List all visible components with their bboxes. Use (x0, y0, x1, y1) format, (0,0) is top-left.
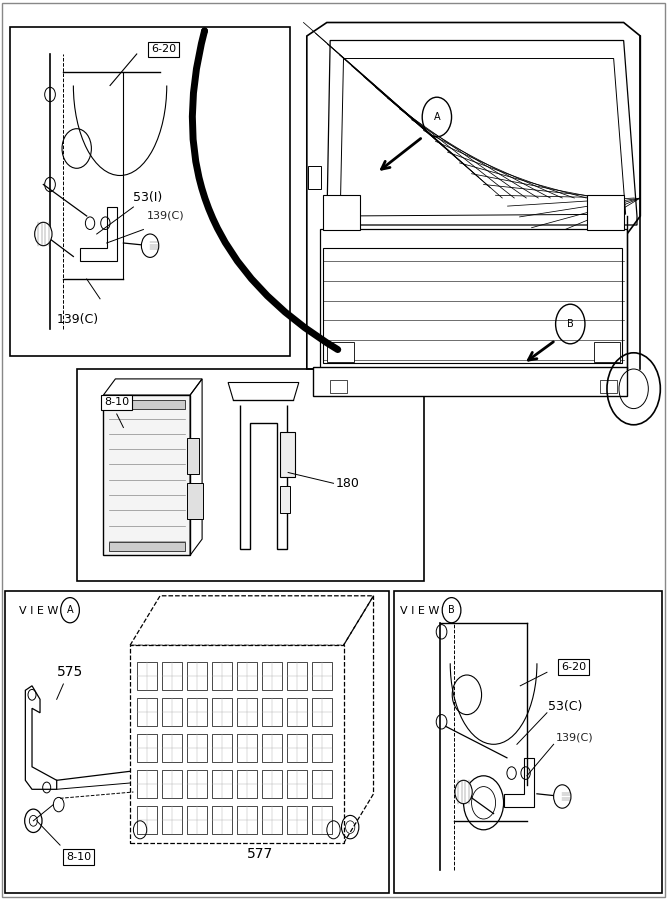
Bar (280, 432, 295, 477)
Circle shape (141, 234, 159, 257)
Text: 53(C): 53(C) (548, 700, 583, 713)
Bar (308, 166, 321, 189)
Text: 180: 180 (336, 477, 360, 490)
Bar (237, 806, 257, 834)
Bar (320, 230, 627, 369)
Text: 53(I): 53(I) (133, 192, 163, 204)
Text: 8-10: 8-10 (66, 851, 91, 862)
Bar (261, 698, 282, 726)
Bar (600, 380, 617, 393)
Bar (261, 770, 282, 798)
Bar (109, 542, 185, 551)
Bar (77, 369, 424, 580)
Bar (5, 591, 389, 893)
Bar (187, 698, 207, 726)
Bar (187, 662, 207, 690)
Bar (212, 698, 232, 726)
Bar (287, 662, 307, 690)
Bar (187, 734, 207, 762)
Bar (587, 195, 624, 230)
Bar (394, 591, 662, 893)
Bar (137, 698, 157, 726)
Text: 575: 575 (57, 665, 83, 680)
Circle shape (455, 780, 472, 804)
Bar (287, 806, 307, 834)
Bar (311, 734, 332, 762)
Bar (103, 395, 190, 555)
Bar (187, 806, 207, 834)
FancyArrowPatch shape (192, 31, 338, 349)
Bar (187, 483, 203, 519)
Bar (237, 734, 257, 762)
Bar (212, 806, 232, 834)
Bar (137, 734, 157, 762)
Bar (261, 734, 282, 762)
Bar (212, 770, 232, 798)
Bar (237, 770, 257, 798)
Bar (311, 662, 332, 690)
Bar (313, 367, 627, 396)
Bar (311, 806, 332, 834)
Bar (237, 698, 257, 726)
Bar (161, 770, 182, 798)
Bar (261, 806, 282, 834)
Bar (137, 806, 157, 834)
Bar (161, 698, 182, 726)
Bar (280, 486, 290, 513)
Bar (161, 806, 182, 834)
Bar (323, 195, 360, 230)
Bar (311, 698, 332, 726)
Bar (130, 645, 344, 843)
Bar (287, 770, 307, 798)
Bar (137, 662, 157, 690)
Bar (161, 662, 182, 690)
Bar (109, 400, 185, 409)
Text: 577: 577 (247, 847, 273, 861)
Bar (311, 770, 332, 798)
Bar (330, 380, 347, 393)
Bar (287, 698, 307, 726)
Text: 8-10: 8-10 (104, 397, 129, 408)
Text: V I E W: V I E W (400, 606, 440, 616)
Bar (594, 342, 620, 362)
Circle shape (35, 222, 52, 246)
Text: 6-20: 6-20 (561, 662, 586, 672)
Text: B: B (567, 319, 574, 329)
Bar (261, 662, 282, 690)
Circle shape (554, 785, 571, 808)
Bar (287, 734, 307, 762)
Text: B: B (448, 605, 455, 616)
Bar (10, 27, 290, 356)
Bar (187, 770, 207, 798)
Text: A: A (434, 112, 440, 122)
Text: 139(C): 139(C) (556, 733, 593, 743)
Bar (137, 770, 157, 798)
Bar (323, 248, 622, 363)
Text: V I E W: V I E W (19, 606, 58, 616)
Text: 139(C): 139(C) (147, 211, 184, 221)
Bar (161, 734, 182, 762)
Bar (327, 342, 354, 362)
Text: 6-20: 6-20 (151, 44, 176, 55)
Bar (212, 662, 232, 690)
Text: 139(C): 139(C) (57, 313, 99, 326)
Bar (187, 438, 199, 474)
Bar (237, 662, 257, 690)
Bar (212, 734, 232, 762)
Text: A: A (67, 605, 73, 616)
